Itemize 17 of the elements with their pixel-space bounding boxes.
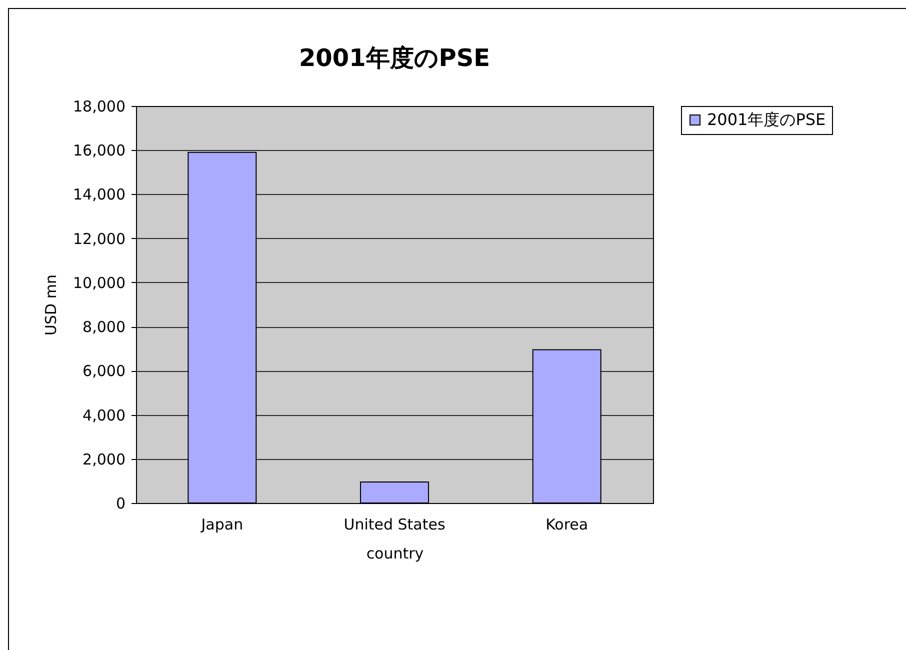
y-tick-label: 4,000 bbox=[82, 406, 126, 424]
y-tick-label: 8,000 bbox=[82, 318, 126, 336]
y-tick-label: 12,000 bbox=[73, 230, 126, 248]
y-tick-label: 2,000 bbox=[82, 450, 126, 468]
x-axis-title: country bbox=[366, 544, 424, 562]
y-tick-label: 0 bbox=[116, 494, 126, 512]
x-tick-label: United States bbox=[344, 516, 446, 534]
x-tick-label: Japan bbox=[200, 516, 244, 534]
y-tick-label: 18,000 bbox=[73, 98, 126, 116]
x-tick-label: Korea bbox=[546, 516, 588, 534]
y-tick-label: 14,000 bbox=[73, 186, 126, 204]
y-tick-label: 6,000 bbox=[82, 362, 126, 380]
y-axis-title: USD mn bbox=[42, 274, 60, 336]
y-tick-label: 10,000 bbox=[73, 274, 126, 292]
legend-label: 2001年度のPSE bbox=[707, 110, 826, 129]
chart-title: 2001年度のPSE bbox=[298, 44, 490, 72]
y-tick-label: 16,000 bbox=[73, 142, 126, 160]
